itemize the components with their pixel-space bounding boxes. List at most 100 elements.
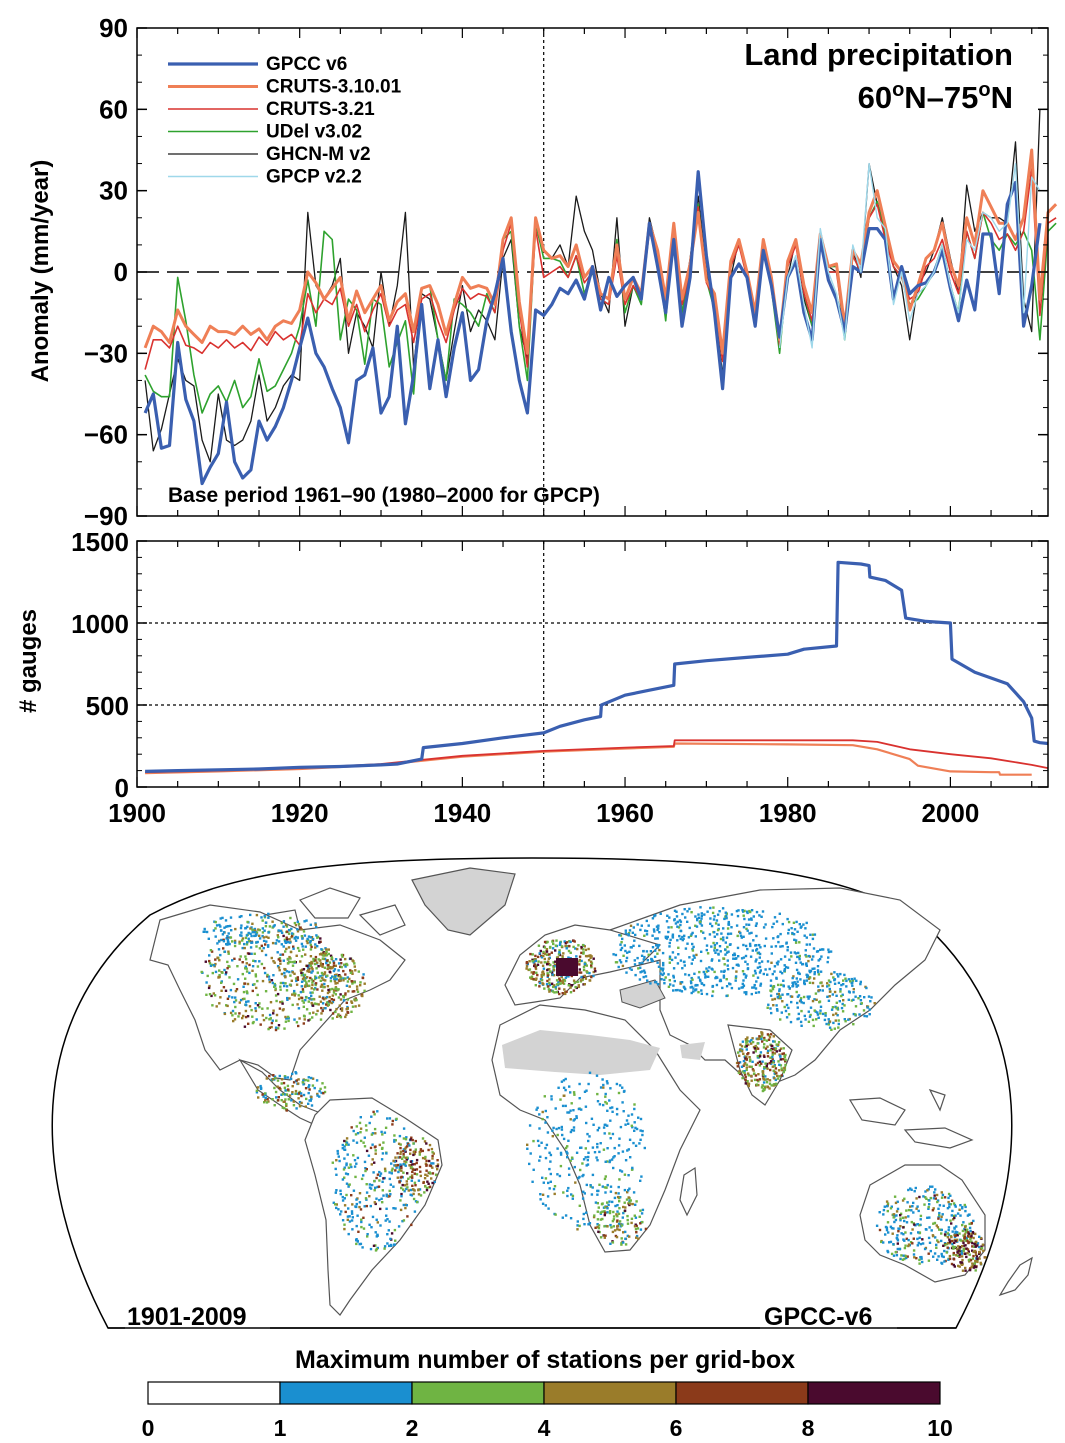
station-dot	[365, 1198, 368, 1201]
station-dot	[347, 1143, 350, 1146]
station-dot	[383, 1245, 387, 1248]
station-dot	[248, 963, 251, 967]
station-dot	[285, 985, 289, 988]
station-dot	[300, 942, 304, 946]
station-dot	[297, 922, 301, 926]
station-dot	[967, 1241, 971, 1244]
station-dot	[393, 1138, 396, 1142]
station-dot	[949, 1203, 952, 1206]
y-tick-label: −90	[84, 501, 128, 531]
station-dot	[745, 927, 748, 931]
station-dot	[561, 980, 564, 983]
station-dot	[572, 945, 575, 949]
station-dot	[804, 949, 807, 952]
station-dot	[629, 946, 632, 949]
station-dot	[758, 971, 762, 974]
station-dot	[569, 1091, 572, 1094]
station-dot	[688, 926, 691, 930]
station-dot	[316, 936, 319, 939]
station-dot	[779, 997, 782, 1000]
station-dot	[746, 1036, 749, 1039]
station-dot	[603, 1213, 606, 1217]
station-dot	[618, 959, 622, 962]
station-dot	[833, 982, 837, 985]
station-dot	[762, 1073, 765, 1077]
station-dot	[807, 954, 811, 958]
station-dot	[659, 912, 662, 915]
station-dot	[355, 985, 359, 988]
station-dot	[582, 1173, 585, 1177]
station-dot	[590, 962, 594, 965]
station-dot	[245, 962, 248, 965]
station-dot	[392, 1207, 395, 1210]
station-dot	[615, 1107, 619, 1111]
station-dot	[219, 917, 222, 920]
station-dot	[203, 930, 206, 933]
station-dot	[376, 1221, 379, 1224]
station-dot	[281, 1093, 285, 1096]
station-dot	[976, 1244, 979, 1247]
station-dot	[596, 1159, 599, 1162]
station-dot	[205, 981, 208, 984]
station-dot	[297, 997, 301, 1001]
station-dot	[414, 1148, 417, 1151]
station-dot	[948, 1238, 951, 1241]
station-dot	[937, 1216, 940, 1219]
station-dot	[288, 997, 291, 1000]
station-dot	[331, 1017, 334, 1020]
station-dot	[805, 943, 808, 946]
station-dot	[786, 993, 789, 996]
station-dot	[728, 943, 732, 946]
station-dot	[587, 954, 591, 957]
colorbar-tick-label: 6	[670, 1415, 683, 1441]
station-dot	[715, 983, 719, 987]
station-dot	[736, 963, 740, 966]
station-dot	[752, 1072, 756, 1076]
station-dot	[540, 961, 543, 964]
station-dot	[740, 1065, 744, 1068]
station-dot	[783, 968, 787, 971]
station-dot	[666, 914, 669, 917]
station-dot	[792, 921, 796, 924]
station-dot	[310, 945, 313, 949]
station-dot	[745, 974, 748, 977]
station-dot	[615, 1113, 619, 1116]
station-dot	[609, 1185, 613, 1188]
station-dot	[559, 1164, 563, 1168]
station-dot	[805, 973, 808, 976]
station-dot	[664, 935, 667, 938]
station-dot	[750, 1079, 753, 1082]
station-dot	[907, 1244, 910, 1248]
station-dot	[362, 1174, 365, 1177]
station-dot	[358, 1201, 362, 1204]
station-dot	[759, 1051, 763, 1054]
station-dot	[326, 959, 329, 962]
station-dot	[951, 1230, 954, 1233]
station-dot	[673, 979, 676, 983]
station-dot	[769, 1068, 772, 1072]
station-dot	[200, 970, 203, 974]
station-dot	[633, 1107, 636, 1111]
station-dot	[355, 1141, 359, 1144]
station-dot	[413, 1189, 416, 1192]
station-dot	[369, 1204, 372, 1208]
colorbar-tick-label: 10	[927, 1415, 953, 1441]
station-dot	[243, 997, 246, 1000]
station-dot	[217, 948, 221, 951]
station-dot	[413, 1210, 417, 1213]
station-dot	[744, 944, 748, 948]
station-dot	[855, 979, 858, 982]
station-dot	[926, 1216, 929, 1219]
station-dot	[309, 948, 313, 951]
station-dot	[909, 1187, 912, 1190]
station-dot	[281, 1000, 284, 1003]
station-dot	[529, 976, 532, 979]
station-dot	[817, 959, 820, 962]
station-dot	[560, 1080, 564, 1083]
station-dot	[613, 1196, 617, 1200]
station-dot	[633, 1103, 636, 1106]
station-dot	[339, 979, 342, 982]
station-dot	[947, 1196, 950, 1200]
station-dot	[717, 923, 720, 926]
